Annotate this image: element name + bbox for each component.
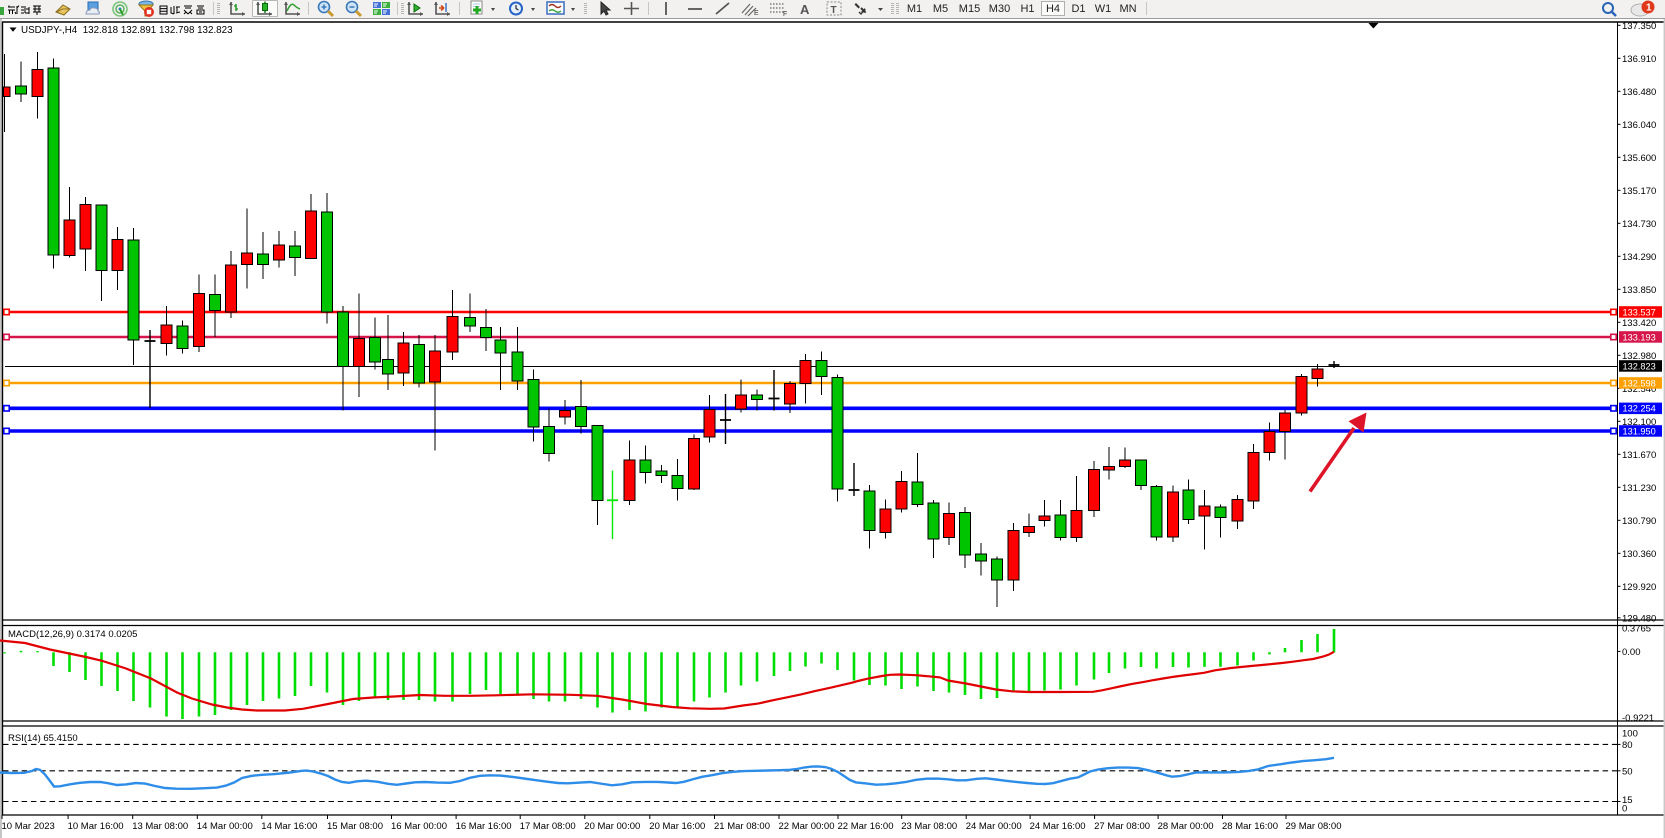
svg-text:133.537: 133.537	[1623, 307, 1656, 317]
svg-text:132.540: 132.540	[1622, 384, 1656, 395]
svg-text:28 Mar 00:00: 28 Mar 00:00	[1158, 821, 1214, 832]
svg-text:131.950: 131.950	[1623, 426, 1656, 436]
svg-text:20 Mar 16:00: 20 Mar 16:00	[649, 821, 705, 832]
svg-text:133.420: 133.420	[1622, 318, 1656, 329]
svg-text:10 Mar 2023: 10 Mar 2023	[2, 821, 55, 832]
svg-text:132.254: 132.254	[1623, 404, 1656, 414]
svg-text:29 Mar 08:00: 29 Mar 08:00	[1286, 821, 1342, 832]
svg-text:131.230: 131.230	[1622, 483, 1656, 494]
svg-text:27 Mar 08:00: 27 Mar 08:00	[1094, 821, 1150, 832]
svg-text:F: F	[783, 11, 787, 18]
svg-text:E: E	[754, 10, 759, 17]
svg-text:28 Mar 16:00: 28 Mar 16:00	[1222, 821, 1278, 832]
svg-text:14 Mar 00:00: 14 Mar 00:00	[197, 821, 253, 832]
svg-text:129.480: 129.480	[1622, 613, 1656, 624]
svg-text:21 Mar 08:00: 21 Mar 08:00	[714, 821, 770, 832]
svg-text:14 Mar 16:00: 14 Mar 16:00	[261, 821, 317, 832]
svg-text:23 Mar 08:00: 23 Mar 08:00	[901, 821, 957, 832]
svg-text:-0.9221: -0.9221	[1622, 713, 1654, 724]
svg-text:0.00: 0.00	[1622, 647, 1641, 658]
svg-text:130.790: 130.790	[1622, 516, 1656, 527]
svg-text:130.360: 130.360	[1622, 549, 1656, 560]
svg-text:1: 1	[1646, 3, 1652, 14]
svg-text:136.040: 136.040	[1622, 120, 1656, 131]
svg-text:136.480: 136.480	[1622, 87, 1656, 98]
svg-text:132.598: 132.598	[1623, 378, 1656, 388]
svg-text:15 Mar 08:00: 15 Mar 08:00	[327, 821, 383, 832]
svg-text:132.823: 132.823	[1623, 361, 1656, 371]
svg-text:20 Mar 00:00: 20 Mar 00:00	[584, 821, 640, 832]
svg-text:135.600: 135.600	[1622, 153, 1656, 164]
svg-text:134.730: 134.730	[1622, 219, 1656, 230]
svg-text:16 Mar 16:00: 16 Mar 16:00	[456, 821, 512, 832]
svg-text:134.290: 134.290	[1622, 252, 1656, 263]
svg-text:17 Mar 08:00: 17 Mar 08:00	[520, 821, 576, 832]
svg-text:133.193: 133.193	[1623, 332, 1656, 342]
svg-text:24 Mar 00:00: 24 Mar 00:00	[966, 821, 1022, 832]
svg-text:132.980: 132.980	[1622, 351, 1656, 362]
svg-text:16 Mar 00:00: 16 Mar 00:00	[391, 821, 447, 832]
svg-text:22 Mar 00:00: 22 Mar 00:00	[779, 821, 835, 832]
svg-text:22 Mar 16:00: 22 Mar 16:00	[838, 821, 894, 832]
svg-text:100: 100	[1622, 729, 1638, 740]
svg-text:10 Mar 16:00: 10 Mar 16:00	[68, 821, 124, 832]
svg-text:131.670: 131.670	[1622, 450, 1656, 461]
svg-text:15: 15	[1622, 795, 1633, 806]
svg-text:0.3765: 0.3765	[1622, 624, 1651, 635]
svg-text:129.920: 129.920	[1622, 582, 1656, 593]
svg-text:50: 50	[1622, 767, 1633, 778]
svg-text:24 Mar 16:00: 24 Mar 16:00	[1030, 821, 1086, 832]
svg-text:136.910: 136.910	[1622, 54, 1656, 65]
svg-text:137.350: 137.350	[1622, 21, 1656, 32]
svg-text:135.170: 135.170	[1622, 186, 1656, 197]
svg-text:133.850: 133.850	[1622, 285, 1656, 296]
svg-text:MACD(12,26,9) 0.3174 0.0205: MACD(12,26,9) 0.3174 0.0205	[8, 629, 137, 640]
svg-text:132.100: 132.100	[1622, 417, 1656, 428]
svg-text:13 Mar 08:00: 13 Mar 08:00	[132, 821, 188, 832]
svg-text:0: 0	[1622, 804, 1627, 815]
svg-text:USDJPY-,H4 132.818 132.891 13: USDJPY-,H4 132.818 132.891 132.798 132.8…	[21, 25, 233, 36]
svg-text:80: 80	[1622, 740, 1633, 751]
svg-text:RSI(14) 65.4150: RSI(14) 65.4150	[8, 733, 78, 744]
svg-text:T: T	[831, 5, 837, 16]
